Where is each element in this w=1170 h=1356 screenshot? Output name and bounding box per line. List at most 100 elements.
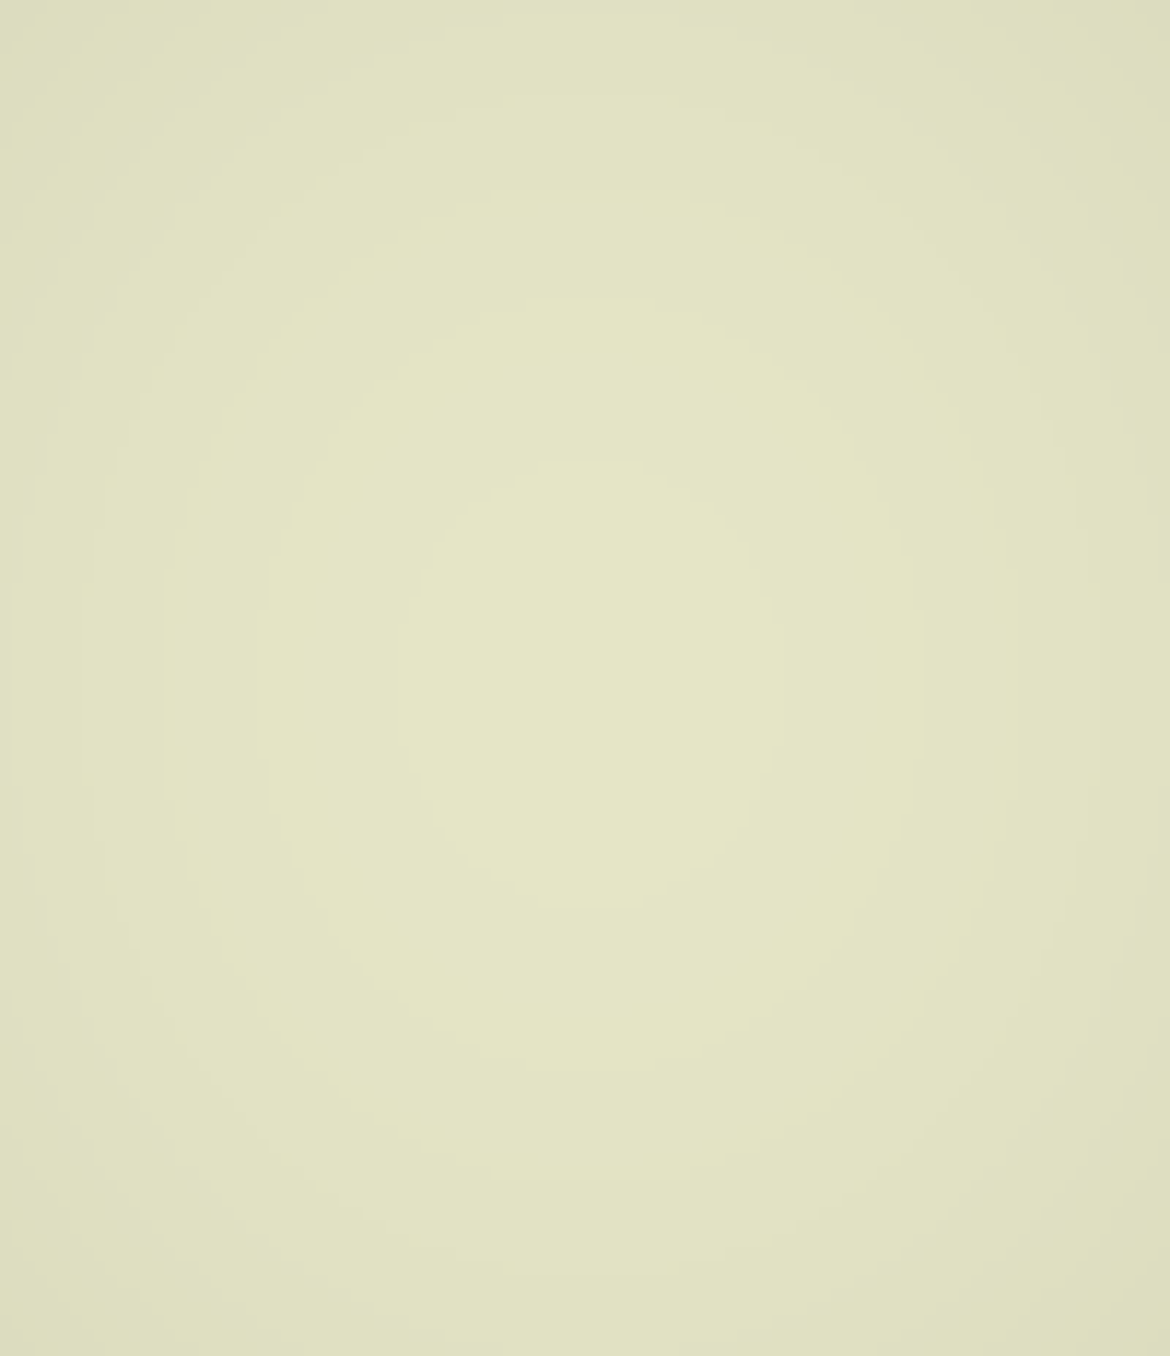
Circle shape xyxy=(715,770,716,772)
Ellipse shape xyxy=(254,1013,284,1050)
Circle shape xyxy=(311,335,312,338)
Circle shape xyxy=(984,1063,985,1064)
Circle shape xyxy=(641,1003,642,1006)
Circle shape xyxy=(214,1192,215,1195)
Circle shape xyxy=(232,1003,234,1006)
Circle shape xyxy=(696,1172,698,1174)
Circle shape xyxy=(301,1111,303,1113)
Circle shape xyxy=(241,1066,242,1067)
Circle shape xyxy=(745,1083,746,1085)
Circle shape xyxy=(772,235,773,237)
Circle shape xyxy=(730,203,731,205)
Circle shape xyxy=(359,340,360,342)
Circle shape xyxy=(720,1001,722,1003)
Circle shape xyxy=(257,1005,261,1008)
Circle shape xyxy=(271,274,274,277)
Circle shape xyxy=(673,190,675,193)
Circle shape xyxy=(673,612,675,614)
Circle shape xyxy=(943,1131,944,1134)
Circle shape xyxy=(356,258,358,260)
Circle shape xyxy=(311,191,314,194)
Circle shape xyxy=(644,1060,645,1063)
Ellipse shape xyxy=(679,716,715,762)
Circle shape xyxy=(205,1189,206,1191)
Circle shape xyxy=(779,498,782,500)
Circle shape xyxy=(211,994,214,998)
Circle shape xyxy=(776,281,778,283)
Circle shape xyxy=(716,1161,718,1163)
Circle shape xyxy=(769,702,770,704)
Circle shape xyxy=(363,236,364,237)
Ellipse shape xyxy=(316,287,333,332)
Ellipse shape xyxy=(737,165,773,212)
Circle shape xyxy=(325,260,326,262)
Circle shape xyxy=(660,575,661,576)
Circle shape xyxy=(680,780,681,782)
Circle shape xyxy=(342,174,344,176)
Circle shape xyxy=(720,195,721,197)
Circle shape xyxy=(708,793,709,796)
Circle shape xyxy=(254,984,256,987)
Circle shape xyxy=(332,374,333,377)
Circle shape xyxy=(749,1081,750,1083)
Circle shape xyxy=(686,974,687,976)
Circle shape xyxy=(732,1040,735,1043)
Circle shape xyxy=(275,1085,277,1088)
Circle shape xyxy=(751,629,753,632)
Circle shape xyxy=(370,222,372,225)
Circle shape xyxy=(758,762,759,765)
Circle shape xyxy=(704,1005,707,1008)
Circle shape xyxy=(211,1063,214,1067)
Circle shape xyxy=(285,228,288,231)
Circle shape xyxy=(221,1014,225,1017)
Circle shape xyxy=(304,202,305,203)
Circle shape xyxy=(335,386,337,389)
Circle shape xyxy=(234,1005,235,1008)
Circle shape xyxy=(915,1096,916,1098)
Circle shape xyxy=(746,179,764,199)
Circle shape xyxy=(321,279,323,281)
Circle shape xyxy=(188,1158,192,1161)
Circle shape xyxy=(752,228,753,231)
Circle shape xyxy=(710,193,713,195)
Circle shape xyxy=(226,1008,227,1010)
Circle shape xyxy=(298,1161,301,1163)
Circle shape xyxy=(651,188,652,191)
Circle shape xyxy=(665,1043,666,1045)
Circle shape xyxy=(302,324,304,327)
Circle shape xyxy=(342,386,343,389)
Circle shape xyxy=(690,515,691,517)
Circle shape xyxy=(376,332,378,335)
Circle shape xyxy=(691,300,694,302)
Circle shape xyxy=(218,1108,219,1109)
Circle shape xyxy=(763,225,765,228)
Circle shape xyxy=(972,1037,973,1039)
Circle shape xyxy=(704,652,706,655)
Circle shape xyxy=(728,698,730,701)
Circle shape xyxy=(321,348,323,351)
Circle shape xyxy=(242,1022,245,1025)
Circle shape xyxy=(328,325,330,328)
Circle shape xyxy=(772,739,775,742)
Circle shape xyxy=(665,984,666,986)
Circle shape xyxy=(710,849,713,852)
Circle shape xyxy=(676,1166,677,1168)
Circle shape xyxy=(679,824,681,826)
Ellipse shape xyxy=(932,1051,968,1093)
Circle shape xyxy=(268,1031,270,1033)
Circle shape xyxy=(358,304,359,305)
Circle shape xyxy=(329,160,330,163)
Circle shape xyxy=(765,1088,769,1092)
Circle shape xyxy=(704,1166,707,1169)
Circle shape xyxy=(314,174,316,176)
Ellipse shape xyxy=(239,1100,260,1149)
Circle shape xyxy=(683,213,687,216)
Circle shape xyxy=(287,273,289,274)
Circle shape xyxy=(688,683,690,686)
Circle shape xyxy=(701,586,703,589)
Circle shape xyxy=(639,1073,641,1075)
Circle shape xyxy=(300,369,302,372)
Circle shape xyxy=(690,589,693,591)
Circle shape xyxy=(247,1185,249,1186)
Circle shape xyxy=(729,605,732,607)
